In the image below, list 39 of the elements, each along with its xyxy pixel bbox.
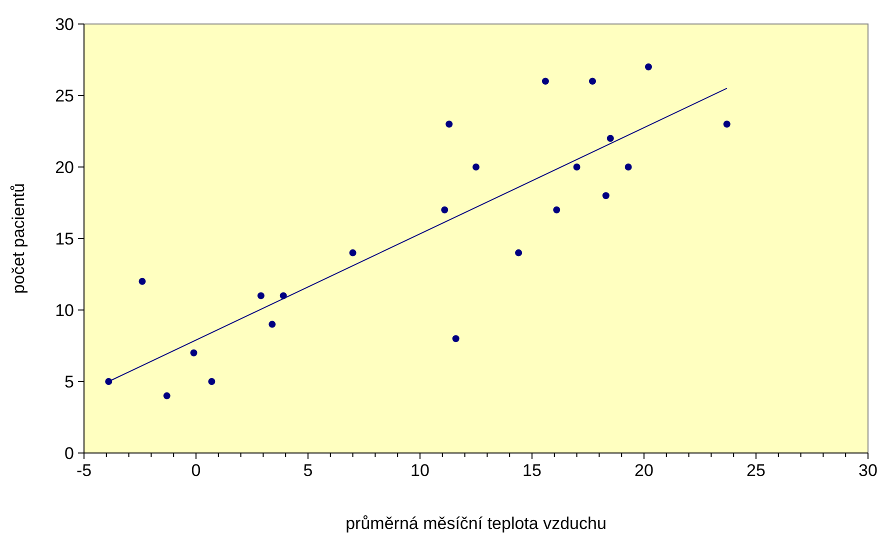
point (208, 378, 216, 385)
point (105, 378, 112, 385)
y-tick-label: 20 (55, 158, 74, 177)
point (553, 206, 560, 214)
y-tick-label: 15 (55, 230, 74, 248)
point (624, 164, 632, 170)
point (257, 292, 264, 300)
y-axis-title: počet pacientů (9, 183, 28, 294)
point (190, 349, 198, 356)
x-tick-label: 0 (191, 461, 201, 480)
point (441, 206, 448, 214)
x-tick-label: 5 (303, 461, 313, 480)
x-axis-title: průměrná měsíční teplota vzduchu (346, 514, 606, 533)
point (472, 164, 480, 170)
point (542, 78, 549, 85)
x-tick-label: -5 (76, 461, 92, 480)
y-tick-label: 30 (55, 15, 74, 34)
point (138, 278, 146, 285)
point (573, 164, 580, 170)
point (606, 134, 614, 142)
point (163, 392, 170, 400)
point (602, 192, 610, 200)
x-tick-label: 30 (858, 461, 878, 480)
point (644, 63, 652, 70)
x-tick-label: 20 (634, 461, 654, 480)
point (268, 320, 276, 328)
x-tick-label: 10 (410, 461, 430, 480)
point (446, 120, 453, 128)
y-tick-label: 5 (64, 372, 74, 392)
x-tick-label: 15 (522, 461, 542, 480)
point (349, 249, 356, 256)
point (723, 120, 730, 128)
y-tick-label: 25 (55, 86, 74, 106)
point (452, 335, 460, 342)
x-tick-label: 25 (746, 461, 766, 480)
y-tick-label: 10 (55, 301, 74, 320)
point (588, 78, 596, 85)
y-tick-label: 0 (64, 444, 74, 463)
point (515, 249, 522, 256)
